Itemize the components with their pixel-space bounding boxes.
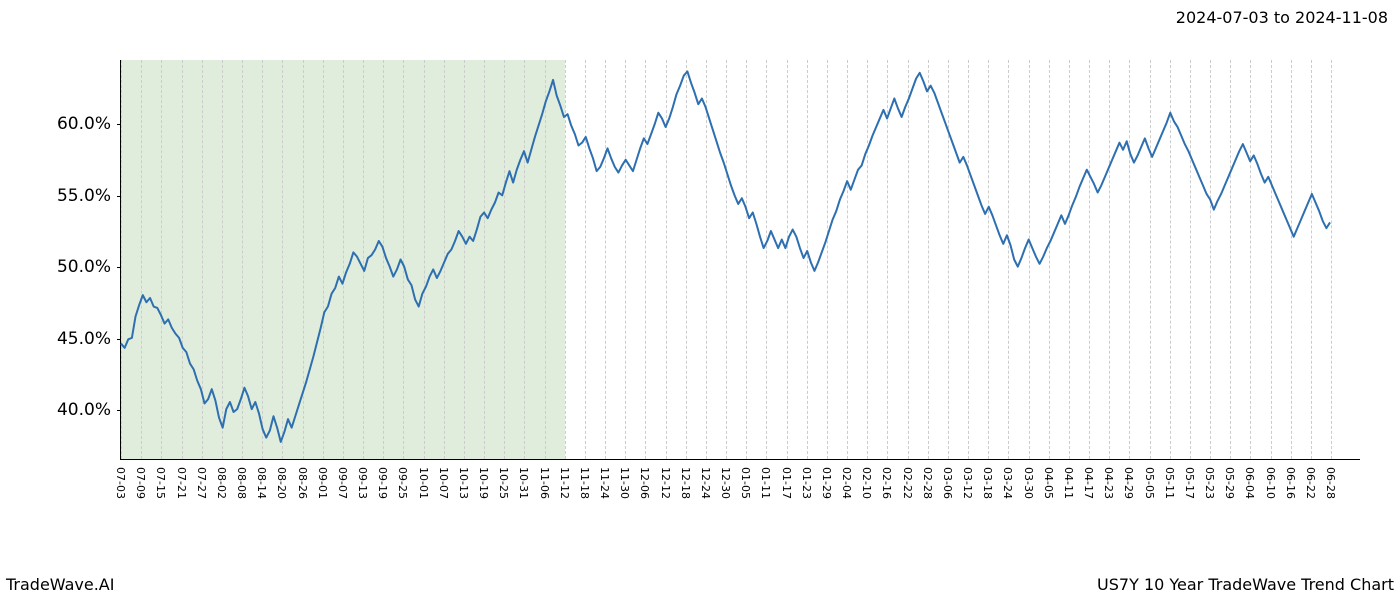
x-tick-label: 04-23 <box>1102 467 1115 499</box>
x-tick-label: 11-06 <box>538 467 551 499</box>
x-tick-label: 07-09 <box>134 467 147 499</box>
x-tick-label: 10-19 <box>477 467 490 499</box>
y-tick-label: 60.0% <box>57 114 121 134</box>
x-tick-label: 02-04 <box>840 467 853 499</box>
x-tick-label: 01-11 <box>759 467 772 499</box>
x-tick-label: 02-10 <box>860 467 873 499</box>
x-tick-label: 05-05 <box>1143 467 1156 499</box>
x-tick-label: 09-07 <box>336 467 349 499</box>
x-tick-label: 02-16 <box>880 467 893 499</box>
x-tick-label: 11-18 <box>578 467 591 499</box>
x-tick-label: 11-12 <box>558 467 571 499</box>
x-tick-label: 12-18 <box>679 467 692 499</box>
x-tick-label: 05-17 <box>1183 467 1196 499</box>
brand-label: TradeWave.AI <box>6 575 114 594</box>
y-tick-mark <box>117 267 121 268</box>
x-tick-label: 11-30 <box>618 467 631 499</box>
x-tick-label: 07-03 <box>114 467 127 499</box>
x-tick-label: 09-01 <box>316 467 329 499</box>
series-line <box>121 71 1330 442</box>
x-tick-label: 06-28 <box>1324 467 1337 499</box>
x-tick-label: 12-24 <box>699 467 712 499</box>
x-tick-label: 06-04 <box>1243 467 1256 499</box>
x-tick-label: 04-05 <box>1042 467 1055 499</box>
plot-area: 40.0%45.0%50.0%55.0%60.0% 07-0307-0907-1… <box>120 60 1360 460</box>
y-tick-mark <box>117 196 121 197</box>
x-tick-label: 10-25 <box>497 467 510 499</box>
x-tick-label: 01-29 <box>820 467 833 499</box>
x-tick-label: 05-29 <box>1223 467 1236 499</box>
y-tick-mark <box>117 410 121 411</box>
x-tick-label: 11-24 <box>598 467 611 499</box>
y-tick-mark <box>117 339 121 340</box>
x-tick-label: 09-25 <box>396 467 409 499</box>
x-tick-label: 08-08 <box>235 467 248 499</box>
x-tick-label: 05-11 <box>1163 467 1176 499</box>
x-tick-label: 04-29 <box>1122 467 1135 499</box>
x-tick-label: 09-13 <box>356 467 369 499</box>
x-tick-label: 12-12 <box>659 467 672 499</box>
x-tick-label: 06-16 <box>1284 467 1297 499</box>
y-tick-mark <box>117 124 121 125</box>
x-tick-label: 12-06 <box>638 467 651 499</box>
x-tick-label: 08-14 <box>255 467 268 499</box>
x-tick-label: 12-30 <box>719 467 732 499</box>
x-tick-label: 07-27 <box>195 467 208 499</box>
x-tick-label: 07-21 <box>175 467 188 499</box>
x-tick-label: 05-23 <box>1203 467 1216 499</box>
y-tick-label: 45.0% <box>57 329 121 349</box>
date-range-label: 2024-07-03 to 2024-11-08 <box>1176 8 1388 27</box>
x-tick-label: 03-24 <box>1001 467 1014 499</box>
x-tick-label: 03-30 <box>1022 467 1035 499</box>
x-tick-label: 09-19 <box>376 467 389 499</box>
x-tick-label: 10-13 <box>457 467 470 499</box>
x-tick-label: 02-22 <box>901 467 914 499</box>
line-series <box>121 60 1360 459</box>
x-tick-label: 01-23 <box>800 467 813 499</box>
x-tick-label: 10-31 <box>517 467 530 499</box>
trend-chart: 40.0%45.0%50.0%55.0%60.0% 07-0307-0907-1… <box>120 60 1360 460</box>
x-tick-label: 03-06 <box>941 467 954 499</box>
x-tick-label: 06-10 <box>1264 467 1277 499</box>
x-tick-label: 06-22 <box>1304 467 1317 499</box>
chart-title-label: US7Y 10 Year TradeWave Trend Chart <box>1097 575 1394 594</box>
y-tick-label: 40.0% <box>57 400 121 420</box>
x-tick-label: 07-15 <box>154 467 167 499</box>
x-tick-label: 01-17 <box>780 467 793 499</box>
x-tick-label: 04-17 <box>1082 467 1095 499</box>
x-tick-label: 03-18 <box>981 467 994 499</box>
y-tick-label: 50.0% <box>57 257 121 277</box>
x-tick-label: 04-11 <box>1062 467 1075 499</box>
x-tick-label: 10-07 <box>437 467 450 499</box>
x-tick-label: 10-01 <box>417 467 430 499</box>
x-tick-label: 01-05 <box>739 467 752 499</box>
x-tick-label: 08-02 <box>215 467 228 499</box>
x-tick-label: 08-26 <box>296 467 309 499</box>
y-tick-label: 55.0% <box>57 186 121 206</box>
x-tick-label: 02-28 <box>921 467 934 499</box>
x-tick-label: 08-20 <box>275 467 288 499</box>
x-tick-label: 03-12 <box>961 467 974 499</box>
